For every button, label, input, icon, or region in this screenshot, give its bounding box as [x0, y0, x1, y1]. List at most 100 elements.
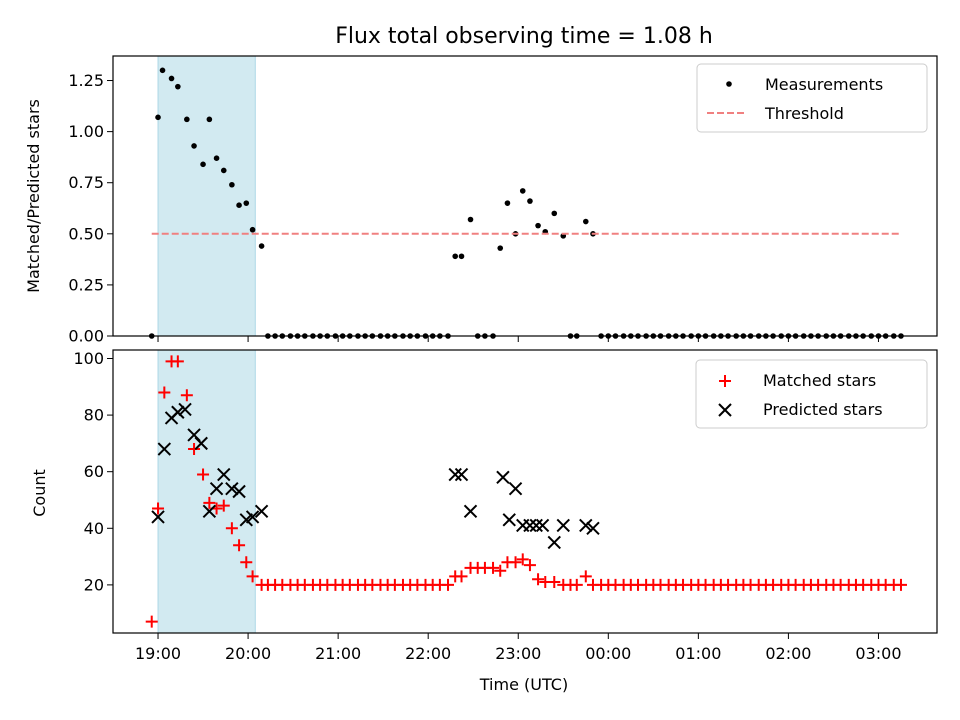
predicted-stars-point — [529, 518, 543, 533]
measurements-point — [168, 75, 175, 82]
matched-stars-point — [548, 576, 561, 589]
bottom-legend: Matched stars Predicted stars — [695, 359, 928, 429]
bottom-plot-frame — [112, 349, 938, 634]
bot-y-tick-label: 60 — [84, 462, 104, 481]
predicted-stars-point — [579, 518, 593, 533]
matched-stars-point — [532, 573, 545, 586]
measurements-point — [458, 253, 465, 260]
x-tick-label: 02:00 — [765, 644, 811, 663]
predicted-stars-point — [232, 484, 246, 499]
top-y-tick-label: 1.00 — [68, 122, 104, 141]
top-legend-box — [696, 63, 928, 133]
measurements-point — [159, 67, 166, 74]
predicted-stars-point — [151, 510, 165, 524]
top-y-tick-label: 0.00 — [68, 327, 104, 346]
predicted-stars-point — [448, 467, 462, 482]
matched-stars-point — [579, 570, 592, 583]
measurements-point — [467, 216, 474, 223]
top-panel: Flux total observing time = 1.08 h 0.00 0… — [24, 24, 938, 346]
matched-stars-point — [188, 443, 201, 456]
matched-stars-point — [487, 561, 500, 574]
measurements-point — [191, 143, 197, 149]
matched-stars-point — [171, 355, 184, 368]
x-tick-label: 20:00 — [225, 644, 271, 663]
bot-y-tick-label: 20 — [84, 575, 104, 594]
predicted-stars-point — [245, 510, 260, 524]
matched-stars-point — [240, 556, 253, 569]
predicted-stars-point — [547, 535, 561, 550]
bottom-shaded-span — [157, 349, 256, 634]
predicted-stars-point — [556, 518, 570, 533]
predicted-stars-point — [225, 481, 239, 496]
predicted-stars-point — [535, 518, 550, 533]
predicted-stars-point — [463, 504, 478, 519]
matched-stars-point — [523, 559, 536, 572]
bottom-legend-box — [695, 359, 928, 429]
predicted-stars-point — [508, 481, 523, 496]
predicted-stars-point — [217, 467, 231, 482]
measurements-point — [206, 116, 213, 123]
matched-stars-point — [570, 578, 583, 591]
bottom-data-layer — [145, 355, 907, 628]
predicted-stars-point — [454, 467, 469, 482]
measurements-point — [213, 155, 220, 161]
x-tick-label: 23:00 — [495, 644, 541, 663]
measurements-point — [497, 245, 504, 251]
legend-marker-measurements — [726, 81, 732, 87]
matched-stars-point — [217, 499, 230, 512]
x-tick-label: 22:00 — [405, 644, 451, 663]
legend-label-matched-stars: Matched stars — [763, 371, 876, 390]
top-y-tick-label: 0.25 — [68, 275, 104, 294]
matched-stars-point — [233, 539, 246, 552]
measurements-point — [229, 181, 235, 188]
top-y-tick-label: 1.25 — [68, 71, 104, 90]
bot-y-tick-label: 100 — [73, 349, 104, 368]
top-y-tick-label: 0.50 — [68, 224, 104, 243]
matched-stars-point — [180, 389, 193, 402]
x-axis-label: Time (UTC) — [479, 675, 568, 694]
legend-marker-matched-stars — [719, 375, 731, 387]
bottom-x-ticks: 19:00 20:00 21:00 22:00 23:00 00:00 01:00 02:00… — [135, 633, 902, 663]
x-tick-label: 21:00 — [315, 644, 361, 663]
matched-stars-point — [246, 570, 259, 583]
bot-y-tick-label: 80 — [84, 406, 104, 425]
matched-stars-point — [152, 502, 165, 515]
matched-stars-point — [494, 564, 507, 577]
measurements-point — [155, 114, 161, 121]
top-data-layer — [148, 67, 904, 339]
predicted-stars-point — [178, 402, 192, 417]
top-x-tick-marks — [157, 336, 879, 342]
matched-stars-point — [509, 556, 522, 569]
measurements-point — [582, 218, 589, 225]
predicted-stars-point — [502, 513, 516, 527]
predicted-stars-point — [523, 518, 537, 533]
bottom-y-axis-label: Count — [30, 469, 49, 517]
predicted-stars-point — [194, 436, 208, 451]
measurements-point — [220, 167, 227, 174]
matched-stars-point — [516, 553, 529, 566]
measurements-point — [175, 83, 181, 90]
measurements-point — [184, 116, 190, 123]
top-y-axis-label: Matched/Predicted stars — [24, 99, 43, 293]
legend-marker-predicted-stars — [718, 403, 732, 417]
legend-label-measurements: Measurements — [765, 75, 883, 94]
predicted-stars-point — [157, 442, 172, 456]
bot-y-tick-label: 40 — [84, 519, 104, 538]
matched-stars-point — [197, 468, 210, 481]
x-tick-label: 01:00 — [675, 644, 721, 663]
measurements-point — [236, 202, 242, 208]
measurements-point — [504, 200, 511, 206]
matched-stars-point — [455, 570, 468, 583]
matched-stars-point — [203, 496, 216, 509]
measurements-point — [551, 210, 558, 217]
matched-stars-point — [225, 522, 238, 535]
measurements-point — [452, 253, 459, 260]
matched-stars-point — [145, 615, 158, 628]
predicted-stars-point — [496, 470, 510, 485]
top-y-ticks: 0.00 0.25 0.50 0.75 1.00 1.25 — [68, 71, 113, 346]
measurements-point — [249, 226, 256, 233]
chart-title: Flux total observing time = 1.08 h — [335, 24, 713, 49]
measurements-point — [527, 198, 533, 204]
x-tick-label: 03:00 — [855, 644, 901, 663]
predicted-stars-point — [209, 481, 224, 496]
